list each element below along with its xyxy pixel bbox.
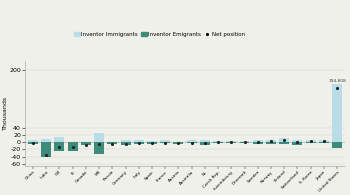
Bar xyxy=(240,142,250,143)
Bar xyxy=(107,142,117,144)
Bar xyxy=(174,142,183,144)
Bar xyxy=(200,142,210,145)
Bar xyxy=(147,141,157,142)
Bar xyxy=(200,140,210,142)
Bar xyxy=(134,142,144,144)
Bar xyxy=(332,142,342,147)
Bar xyxy=(160,140,170,142)
Bar xyxy=(55,137,64,142)
Bar xyxy=(147,142,157,144)
Bar xyxy=(266,142,276,144)
Legend: Inventor Immigrants, Inventor Emigrants, Net position: Inventor Immigrants, Inventor Emigrants,… xyxy=(74,32,245,37)
Bar xyxy=(213,141,223,142)
Bar xyxy=(41,142,51,157)
Bar xyxy=(266,140,276,142)
Bar xyxy=(68,142,78,151)
Y-axis label: Thousands: Thousands xyxy=(3,96,8,130)
Bar xyxy=(55,142,64,151)
Bar xyxy=(293,142,302,145)
Bar xyxy=(121,142,131,145)
Bar xyxy=(94,142,104,154)
Bar xyxy=(253,140,263,142)
Bar xyxy=(121,140,131,142)
Bar xyxy=(94,133,104,142)
Bar xyxy=(279,142,289,144)
Bar xyxy=(253,142,263,144)
Bar xyxy=(226,141,236,142)
Bar xyxy=(240,141,250,142)
Bar xyxy=(41,139,51,142)
Bar xyxy=(160,142,170,143)
Bar xyxy=(134,140,144,142)
Bar xyxy=(306,140,316,142)
Bar xyxy=(187,142,197,143)
Bar xyxy=(187,140,197,142)
Bar xyxy=(279,138,289,142)
Bar xyxy=(319,142,329,143)
Bar xyxy=(81,142,91,145)
Bar xyxy=(332,84,342,142)
Bar xyxy=(213,142,223,143)
Bar xyxy=(319,140,329,142)
Bar xyxy=(28,142,38,144)
Bar xyxy=(306,142,316,143)
Bar xyxy=(293,140,302,142)
Bar xyxy=(28,140,38,142)
Text: 194,808: 194,808 xyxy=(328,79,346,83)
Bar xyxy=(226,142,236,143)
